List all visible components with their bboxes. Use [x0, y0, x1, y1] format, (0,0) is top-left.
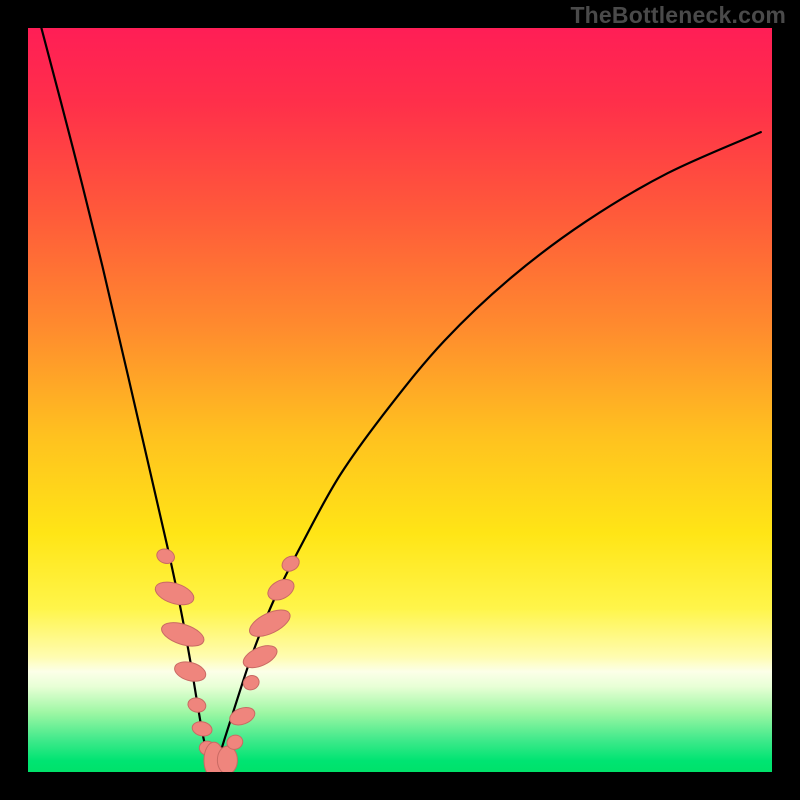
plot-area: [28, 28, 772, 772]
bottleneck-curve: [41, 28, 760, 764]
chart-frame: TheBottleneck.com: [0, 0, 800, 800]
bead: [240, 641, 280, 672]
bead: [191, 720, 213, 738]
bead: [172, 658, 208, 684]
curve-layer: [28, 28, 772, 772]
bead: [279, 553, 302, 574]
bead: [186, 696, 207, 714]
watermark-text: TheBottleneck.com: [570, 2, 786, 29]
bead: [155, 547, 176, 566]
bead: [227, 704, 257, 728]
bead: [264, 575, 297, 604]
bead: [217, 746, 237, 772]
